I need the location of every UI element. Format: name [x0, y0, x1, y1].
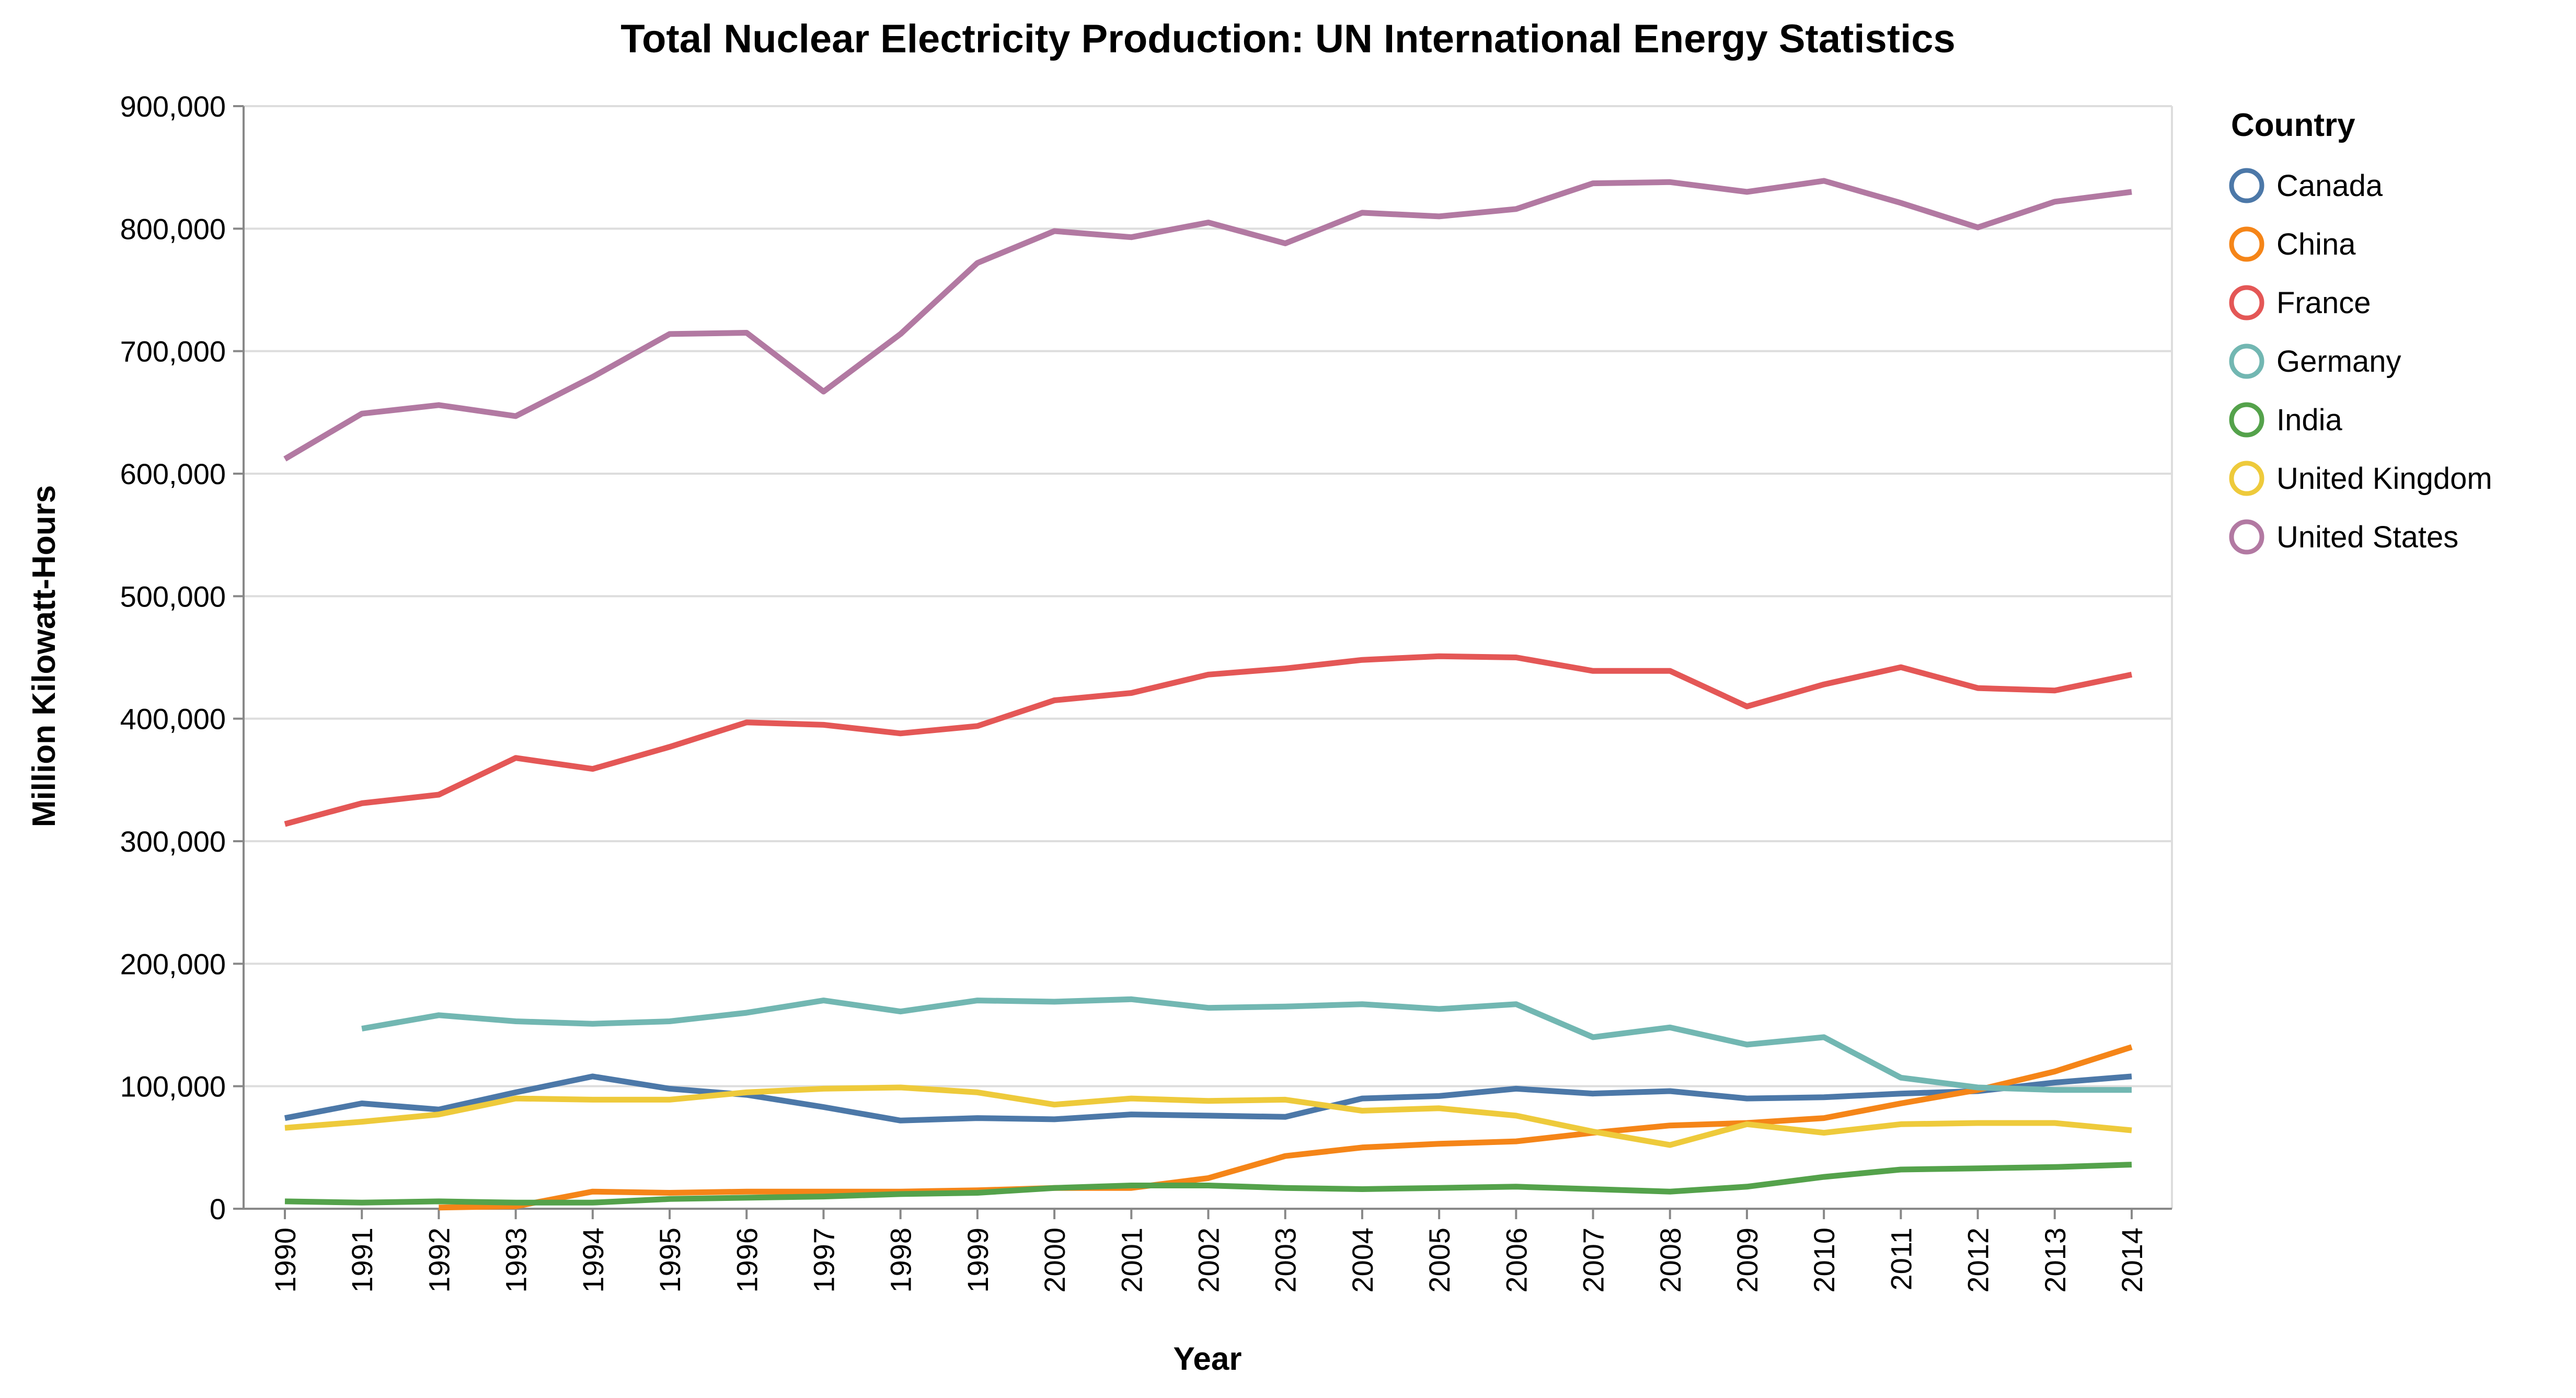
x-tick-label: 1997: [807, 1228, 840, 1293]
x-tick-label: 2012: [1962, 1228, 1995, 1293]
y-tick-label: 200,000: [120, 947, 226, 980]
x-tick-label: 1999: [961, 1228, 994, 1293]
x-tick-label: 2009: [1731, 1228, 1764, 1293]
legend-symbol-india: [2229, 402, 2264, 438]
series-line-canada: [284, 1073, 2132, 1124]
legend-label-united-states: United States: [2276, 520, 2458, 554]
legend-label-germany: Germany: [2276, 345, 2401, 379]
x-tick-label: 2005: [1423, 1228, 1456, 1293]
legend-title: Country: [2231, 107, 2355, 143]
legend-symbol-united-kingdom: [2229, 461, 2264, 496]
x-tick-label: 1992: [422, 1228, 455, 1293]
legend-label-france: France: [2276, 286, 2371, 320]
x-tick-label: 1998: [884, 1228, 917, 1293]
x-tick-label: 1991: [346, 1228, 378, 1293]
axes: 0 100,000 200,000 300,000 400,000 500,000 600,…: [120, 90, 2172, 1293]
x-tick-label: 2006: [1500, 1228, 1533, 1293]
x-tick-label: 2002: [1192, 1228, 1225, 1293]
y-tick-label: 800,000: [120, 212, 226, 245]
x-axis-title: Year: [1173, 1341, 1241, 1377]
x-tick-label: 2013: [2039, 1228, 2072, 1293]
x-tick-label: 1990: [269, 1228, 302, 1293]
x-tick-label: 2001: [1115, 1228, 1148, 1293]
series-lines: [283, 178, 2133, 1211]
chart-title: Total Nuclear Electricity Production: UN…: [620, 17, 1956, 61]
series-line-india: [284, 1162, 2132, 1206]
x-tick-label: 2010: [1808, 1228, 1841, 1293]
y-tick-label: 600,000: [120, 457, 226, 490]
legend-label-india: India: [2276, 403, 2343, 437]
x-tick-label: 1996: [730, 1228, 763, 1293]
legend-symbol-france: [2229, 285, 2264, 320]
y-tick-label: 700,000: [120, 335, 226, 368]
x-tick-label: 2004: [1346, 1228, 1379, 1293]
x-tick-label: 1995: [653, 1228, 686, 1293]
legend-symbol-china: [2229, 226, 2264, 262]
x-tick-label: 2007: [1577, 1228, 1610, 1293]
series-line-united-states: [283, 178, 2132, 462]
y-tick-label: 300,000: [120, 825, 226, 858]
legend-symbol-canada: [2229, 168, 2264, 203]
series-line-france: [284, 653, 2133, 827]
x-tick-label: 2008: [1654, 1228, 1687, 1293]
grid-lines: [244, 105, 2173, 1210]
y-tick-label: 400,000: [120, 703, 226, 736]
y-tick-label: 900,000: [120, 90, 226, 123]
legend-label-china: China: [2276, 227, 2356, 261]
y-tick-label: 500,000: [120, 580, 226, 613]
x-tick-label: 1994: [577, 1228, 610, 1293]
series-line-germany: [361, 996, 2132, 1093]
legend: Country Canada China France Germany India Uni…: [2229, 107, 2492, 555]
legend-symbol-germany: [2229, 343, 2264, 379]
y-tick-label: 100,000: [120, 1070, 226, 1103]
legend-label-canada: Canada: [2276, 169, 2383, 203]
legend-symbol-united-states: [2229, 519, 2264, 555]
series-line-china: [439, 1044, 2133, 1211]
series-line-united-kingdom: [284, 1084, 2132, 1148]
x-tick-label: 2011: [1884, 1228, 1917, 1290]
legend-label-united-kingdom: United Kingdom: [2276, 462, 2492, 496]
x-tick-label: 1993: [500, 1228, 533, 1293]
x-tick-label: 2003: [1269, 1228, 1302, 1293]
x-tick-label: 2000: [1038, 1228, 1071, 1293]
y-axis-title: Million Kilowatt-Hours: [26, 485, 62, 827]
y-tick-label: 0: [210, 1193, 226, 1225]
x-tick-label: 2014: [2115, 1228, 2148, 1293]
